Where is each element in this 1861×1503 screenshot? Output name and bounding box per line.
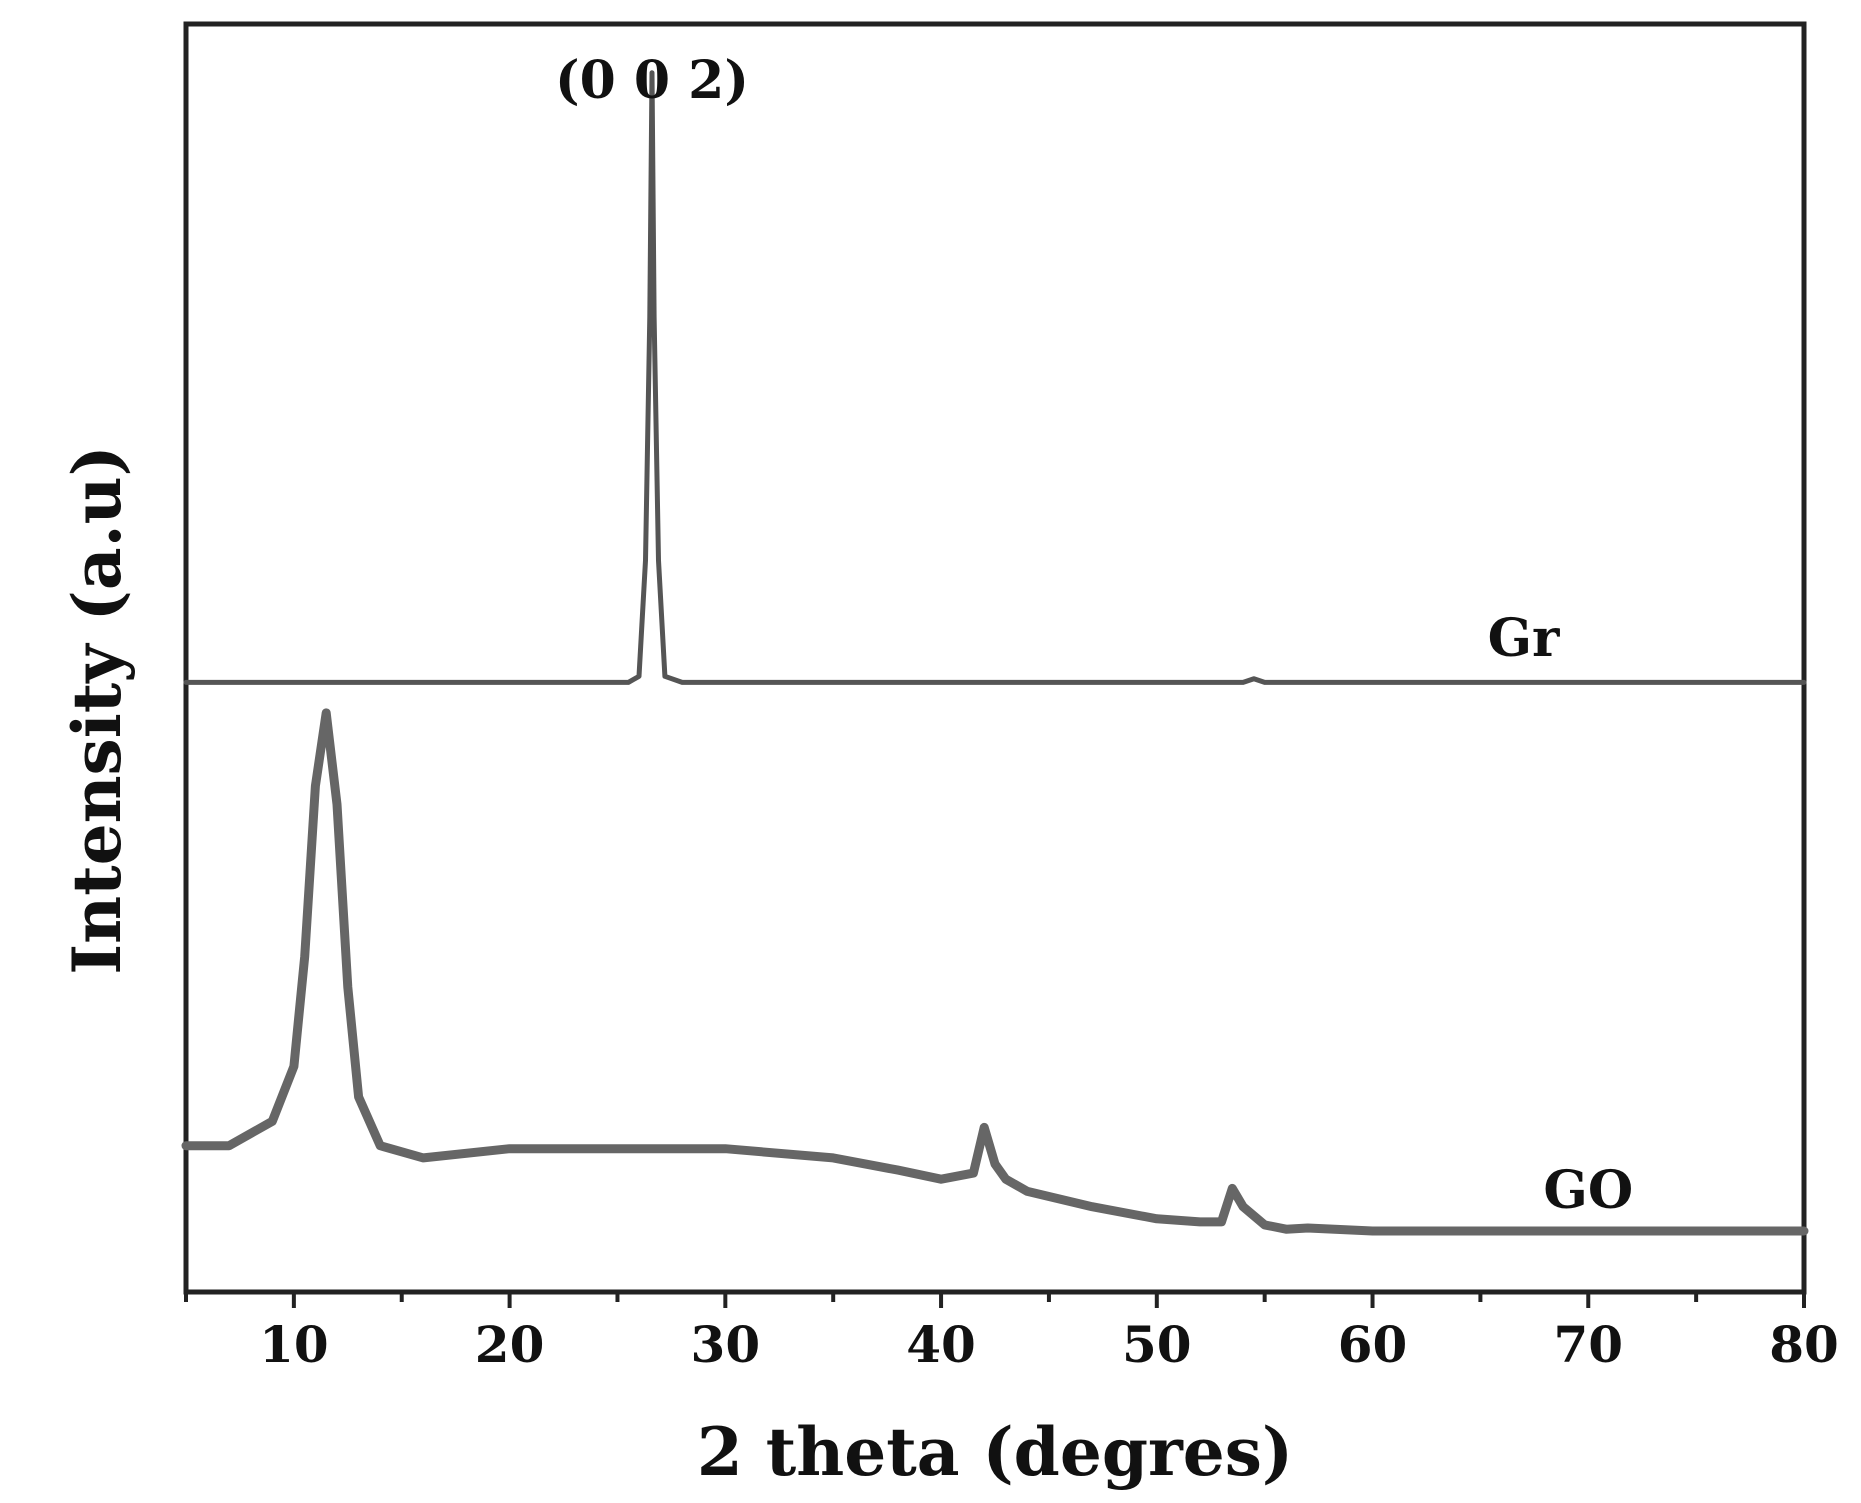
x-tick-label-80: 80 <box>1769 1315 1839 1374</box>
y-axis-title: Intensity (a.u) <box>58 445 136 975</box>
annotation-gr: Gr <box>1488 608 1560 669</box>
series-line-go <box>181 708 1809 1236</box>
x-axis-ticks: 10 20 30 40 50 60 70 80 <box>184 1292 1839 1374</box>
x-tick-label-40: 40 <box>906 1315 976 1374</box>
x-axis-title: 2 theta (degres) <box>697 1413 1293 1491</box>
series-line-gr <box>183 70 1807 685</box>
annotation-0-0-2: (0 0 2) <box>555 50 749 111</box>
plot-frame <box>183 21 1807 1295</box>
annotations: (0 0 2) Gr GO <box>555 50 1633 1221</box>
x-tick-label-30: 30 <box>691 1315 761 1374</box>
annotation-go: GO <box>1543 1160 1633 1221</box>
x-tick-label-10: 10 <box>259 1315 329 1374</box>
x-tick-label-50: 50 <box>1122 1315 1192 1374</box>
series-layer <box>181 70 1809 1236</box>
x-tick-label-60: 60 <box>1338 1315 1408 1374</box>
x-tick-label-70: 70 <box>1553 1315 1623 1374</box>
x-tick-label-20: 20 <box>475 1315 545 1374</box>
